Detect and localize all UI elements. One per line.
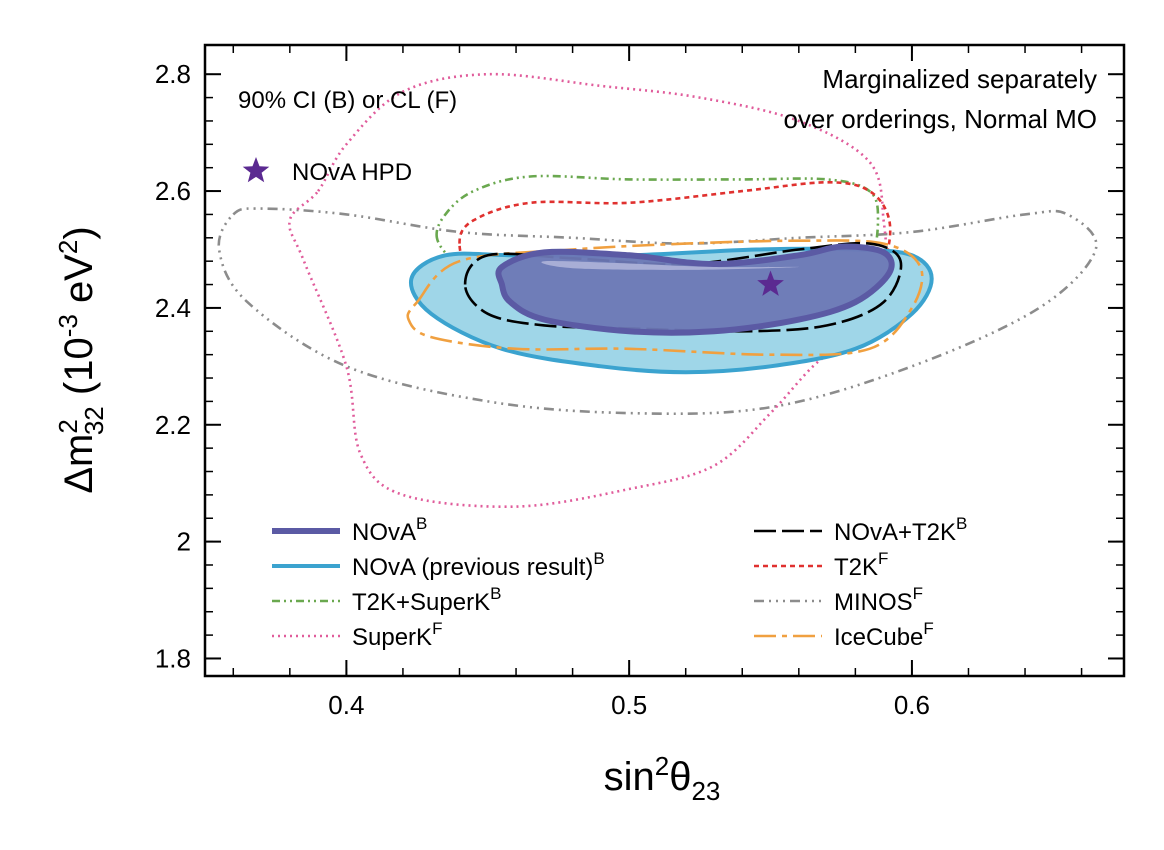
contour-minos (217, 207, 1098, 416)
annotation-marginal-line2: over orderings, Normal MO (783, 104, 1097, 134)
legend-sup-novat2k: B (956, 514, 967, 533)
legend-label-minos: MINOSF (834, 584, 923, 616)
y-axis-label-units-mid: eV (57, 254, 101, 314)
y-axis-label-sup: 2 (53, 419, 83, 433)
contour-icecube (406, 239, 924, 357)
legend-entry-nova: NOvAB (272, 514, 427, 546)
x-axis-label-sup: 2 (655, 751, 669, 781)
y-axis-label-sub: 32 (79, 406, 109, 435)
legend-label-nova_prev: NOvA (previous result)B (352, 549, 605, 581)
legend-sup-t2k: F (878, 549, 888, 568)
x-tick-label: 0.4 (328, 690, 364, 720)
x-axis-label-sub: 23 (691, 776, 720, 806)
legend-entry-novat2k: NOvA+T2KB (754, 514, 967, 546)
legend-sup-nova: B (416, 514, 427, 533)
y-tick-label: 2.4 (155, 293, 191, 323)
legend-label-novat2k: NOvA+T2KB (834, 514, 967, 546)
y-tick-label: 2.6 (155, 176, 191, 206)
y-axis-label: Δm232 (10-3 eV2) (53, 226, 109, 493)
x-axis-label-theta: θ (669, 755, 691, 799)
legend-entry-nova_prev: NOvA (previous result)B (272, 549, 605, 581)
annotation-interval: 90% CI (B) or CL (F) (238, 87, 457, 114)
axis-ticks: 1.8 2 2.2 2.4 2.6 2.8 0.4 0.5 0.6 (155, 45, 1124, 720)
contour-nova-inner-band (541, 261, 800, 270)
plot-border (203, 43, 1126, 678)
hpd-legend-star-icon (242, 157, 270, 183)
y-axis-label-units-exp2: 2 (53, 240, 83, 254)
y-tick-label: 1.8 (155, 643, 191, 673)
legend-label-nova: NOvAB (352, 514, 427, 546)
legend-entry-icecube: IceCubeF (754, 619, 934, 651)
legend-label-superk: SuperKF (352, 619, 442, 651)
x-tick-label: 0.6 (894, 690, 930, 720)
contour-layer (217, 72, 1098, 509)
legend-label-icecube: IceCubeF (834, 619, 934, 651)
hpd-legend: NOvA HPD (242, 157, 412, 186)
legend-sup-icecube: F (923, 619, 933, 638)
legend-entry-superk: SuperKF (272, 619, 442, 651)
legend-sup-nova_prev: B (593, 549, 604, 568)
y-tick-label: 2 (177, 527, 191, 557)
hpd-legend-label: NOvA HPD (292, 159, 412, 186)
legend-sup-superk: F (432, 619, 442, 638)
x-tick-label: 0.5 (611, 690, 647, 720)
plot-frame (203, 43, 1126, 678)
y-axis-label-units-exp: -3 (53, 314, 83, 337)
x-axis-label-base: sin (604, 755, 655, 799)
y-tick-label: 2.8 (155, 59, 191, 89)
y-axis-label-units-post: ) (57, 226, 101, 239)
legend-entry-t2k: T2KF (754, 549, 888, 581)
y-axis-label-delta: Δm (57, 434, 101, 494)
legend-sup-minos: F (913, 584, 923, 603)
legend-entry-minos: MINOSF (754, 584, 923, 616)
annotation-marginal-line1: Marginalized separately (822, 64, 1097, 94)
legend-entry-t2ksk: T2K+SuperKB (272, 584, 501, 616)
y-axis-label-units-pre: (10 (57, 337, 101, 406)
best-fit-star-icon (757, 270, 784, 296)
legend-label-t2k: T2KF (834, 549, 888, 581)
legend-sup-t2ksk: B (490, 584, 501, 603)
x-axis-label: sin2θ23 (604, 751, 721, 806)
y-tick-label: 2.2 (155, 410, 191, 440)
legend-label-t2ksk: T2K+SuperKB (352, 584, 501, 616)
